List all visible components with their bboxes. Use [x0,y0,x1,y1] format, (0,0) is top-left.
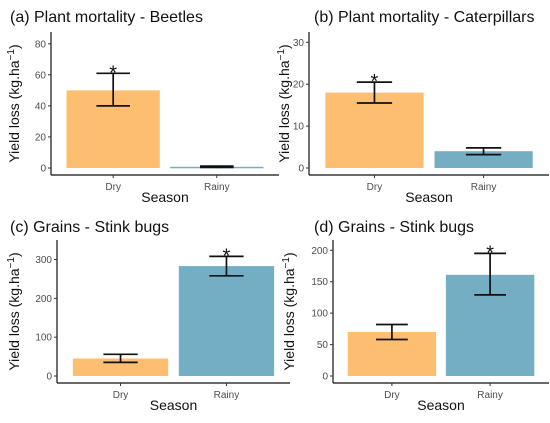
chart-panel: * 0 10 20 30 Dry Rainy (b) Plant mortality - Ca… [276,9,549,205]
y-axis-title: Yield loss (kg.ha−1) [276,44,292,162]
panel-title: (b) Plant mortality - Caterpillars [314,9,535,26]
error-bar-dry [356,81,393,104]
significance-star: * [371,71,379,93]
y-tick-label: 20 [35,132,47,143]
y-tick-label: 0 [298,164,304,175]
panel-title: (a) Plant mortality - Beetles [10,9,203,26]
y-axis-title: Yield loss (kg.ha−1) [6,44,22,162]
chart-panel: * 0 100 200 300 Dry Rainy (c) Grains - Stink bu… [6,219,290,413]
y-tick-label: 60 [35,70,47,81]
x-tick-label: Rainy [471,182,497,193]
x-tick-label: Rainy [204,182,230,193]
x-axis-title: Season [405,189,452,205]
x-axis-title: Season [417,397,464,413]
chart-panel: * 0 50 100 150 200 Dry Rainy (d) Grains - Stink … [281,219,549,413]
error-bar-rainy [209,255,244,277]
y-axis-title-main: Yield loss (kg.ha [6,268,22,370]
y-axis-title-close: ) [6,252,22,257]
bar-rainy [434,151,533,168]
y-tick-label: 0 [46,372,52,383]
significance-star: * [109,62,117,84]
chart-panel: * 0 20 40 60 80 Dry Rainy (a) Plant mortality - … [6,9,279,205]
x-tick-label: Rainy [477,390,503,401]
bar-rainy [178,266,275,376]
y-axis-title-close: ) [281,252,297,257]
error-bar-dry [376,323,408,341]
bar-dry [325,92,424,168]
y-axis-title-superscript: −1 [281,257,292,269]
y-tick-label: 200 [35,294,52,305]
error-bar-rainy [200,165,234,169]
y-axis-title-superscript: −1 [6,257,17,269]
panel-title: (c) Grains - Stink bugs [10,219,169,236]
bar-dry [72,358,169,376]
x-tick-label: Rainy [214,390,240,401]
y-axis-title-superscript: −1 [276,49,287,61]
y-tick-label: 30 [293,38,305,49]
panel-title: (d) Grains - Stink bugs [314,219,474,236]
error-bar-rainy [465,147,502,156]
x-tick-label: Dry [113,390,129,401]
significance-star: * [486,242,494,264]
y-tick-label: 20 [293,80,305,91]
y-axis-title-main: Yield loss (kg.ha [276,60,292,162]
y-tick-label: 150 [311,277,328,288]
y-tick-label: 300 [35,255,52,266]
y-tick-label: 100 [311,309,328,320]
x-axis-title: Season [141,189,188,205]
y-tick-label: 50 [317,340,329,351]
x-tick-label: Dry [384,390,400,401]
x-axis-title: Season [150,397,197,413]
y-axis-title: Yield loss (kg.ha−1) [281,252,297,370]
y-tick-label: 0 [40,164,46,175]
significance-star: * [223,245,231,267]
y-axis-title-main: Yield loss (kg.ha [281,268,297,370]
y-tick-label: 80 [35,39,47,50]
x-tick-label: Dry [105,182,121,193]
y-tick-label: 200 [311,246,328,257]
y-axis-title-close: ) [276,44,292,49]
error-bar-rainy [474,252,506,296]
y-tick-label: 10 [293,122,305,133]
error-bar-dry [103,353,138,364]
y-axis-title-superscript: −1 [6,49,17,61]
y-tick-label: 100 [35,333,52,344]
x-tick-label: Dry [367,182,383,193]
y-axis-title: Yield loss (kg.ha−1) [6,252,22,370]
y-axis-title-main: Yield loss (kg.ha [6,60,22,162]
y-axis-title-close: ) [6,44,22,49]
error-bar-dry [96,72,130,107]
y-tick-label: 40 [35,101,47,112]
y-tick-label: 0 [322,372,328,383]
